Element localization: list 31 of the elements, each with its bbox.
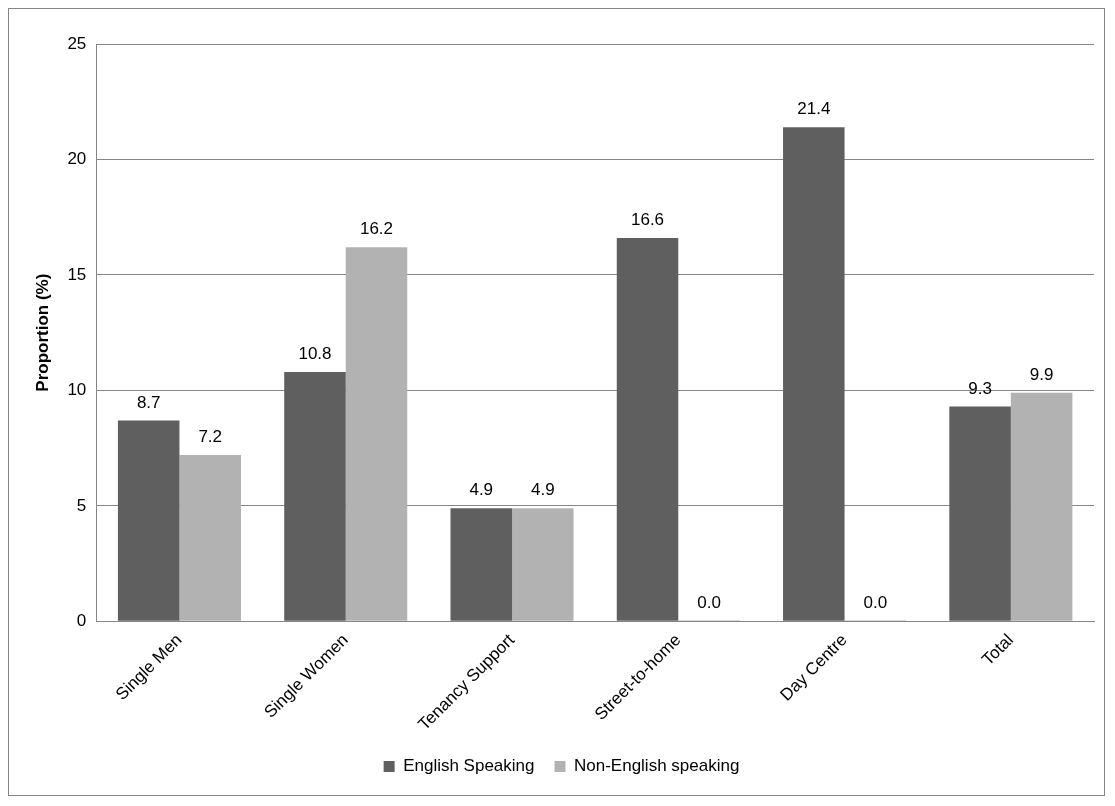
data-label: 0.0: [697, 592, 721, 612]
legend-label: Non-English speaking: [574, 756, 740, 776]
data-label: 9.3: [968, 378, 992, 398]
data-label: 8.7: [136, 392, 161, 412]
bar: [512, 508, 574, 621]
bar: [179, 455, 241, 621]
y-tick-label: 10: [67, 380, 87, 400]
data-label: 16.2: [359, 219, 394, 239]
y-tick-label: 5: [76, 495, 87, 515]
bar: [1010, 392, 1073, 621]
legend-label: English Speaking: [403, 756, 535, 776]
bar: [616, 237, 679, 621]
data-label: 16.6: [630, 210, 665, 230]
y-tick-label: 0: [76, 611, 87, 631]
data-label: 4.9: [469, 480, 494, 500]
data-label: 7.2: [198, 427, 223, 447]
y-tick-label: 15: [67, 264, 87, 284]
bar: [949, 406, 1011, 621]
y-tick-label: 20: [67, 149, 87, 169]
data-label: 10.8: [298, 344, 332, 364]
data-label: 21.4: [797, 99, 831, 119]
bar: [284, 371, 346, 621]
y-tick-label: 25: [67, 33, 87, 53]
data-label: 0.0: [863, 592, 888, 612]
y-axis-title: Proportion (%): [32, 273, 52, 392]
data-label: 4.9: [530, 480, 555, 500]
bar: [450, 508, 513, 621]
bar: [783, 127, 845, 621]
data-label: 9.9: [1029, 364, 1054, 384]
bar: [117, 420, 180, 621]
bar: [345, 247, 408, 621]
